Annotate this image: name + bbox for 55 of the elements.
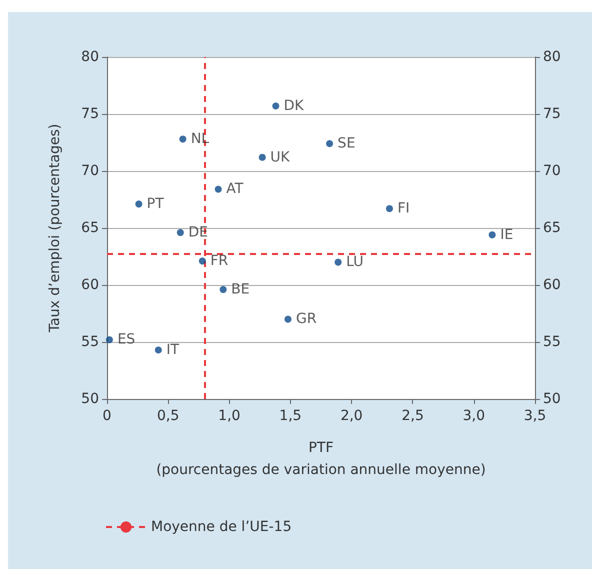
point [334, 258, 342, 266]
point [284, 316, 292, 323]
point [488, 231, 496, 238]
point [258, 154, 266, 161]
annotation: FI [397, 200, 410, 217]
y-tick-label: 55 [81, 334, 99, 350]
annotation: PT [146, 196, 164, 212]
x-tick-label: 1,0 [218, 408, 240, 424]
y2-tick-label: 75 [543, 106, 561, 122]
x-tick-label: 3,0 [462, 408, 485, 424]
y-axis-title: Taux d’emploi (pourcentages) [47, 124, 63, 334]
annotation: ES [117, 332, 136, 348]
point [135, 200, 142, 208]
y-tick-label: 70 [81, 163, 99, 179]
point [326, 140, 334, 148]
annotation: LU [346, 254, 364, 270]
y2-tick-label: 65 [543, 220, 561, 236]
y-tick-label: 50 [81, 391, 99, 407]
y2-tick-label: 50 [543, 391, 561, 407]
x-axis-title: PTF (pourcentages de variation annuelle moyenne) [156, 440, 486, 478]
point [220, 286, 227, 294]
point [198, 258, 206, 265]
x-tick-label: 0 [102, 408, 112, 424]
annotation: IT [166, 342, 180, 358]
point [214, 186, 222, 193]
legend-label: Moyenne de l’UE-15 [151, 519, 292, 535]
point [176, 229, 184, 236]
annotation: IE [500, 226, 514, 243]
annotation: UK [270, 149, 291, 166]
annotation: FR [210, 253, 228, 270]
annotation: GR [296, 311, 317, 328]
annotation: DK [284, 98, 305, 114]
point [106, 336, 113, 344]
annotation: SE [338, 136, 356, 152]
annotation: NL [190, 131, 210, 148]
point [272, 102, 280, 110]
annotation: DE [188, 224, 208, 241]
y-tick-label: 75 [81, 106, 99, 122]
annotation: BE [231, 282, 250, 298]
y-tick-label: 60 [81, 277, 99, 293]
x-tick-label: 2,5 [402, 408, 424, 424]
x-tick-label: 1,5 [279, 408, 302, 424]
x-tick-label: 2,0 [340, 408, 363, 424]
point [386, 205, 393, 212]
x-tick-label: 3,5 [524, 408, 546, 424]
y2-tick-label: 80 [543, 49, 561, 65]
y-tick-label: 65 [81, 220, 99, 236]
y-tick-label: 80 [81, 49, 99, 65]
x-tick-label: 0,5 [157, 408, 180, 424]
annotation: AT [226, 181, 244, 198]
y2-tick-label: 60 [543, 277, 561, 293]
point [179, 136, 186, 143]
point [154, 346, 162, 354]
y2-tick-label: 70 [543, 163, 561, 179]
y2-tick-label: 55 [543, 334, 561, 350]
